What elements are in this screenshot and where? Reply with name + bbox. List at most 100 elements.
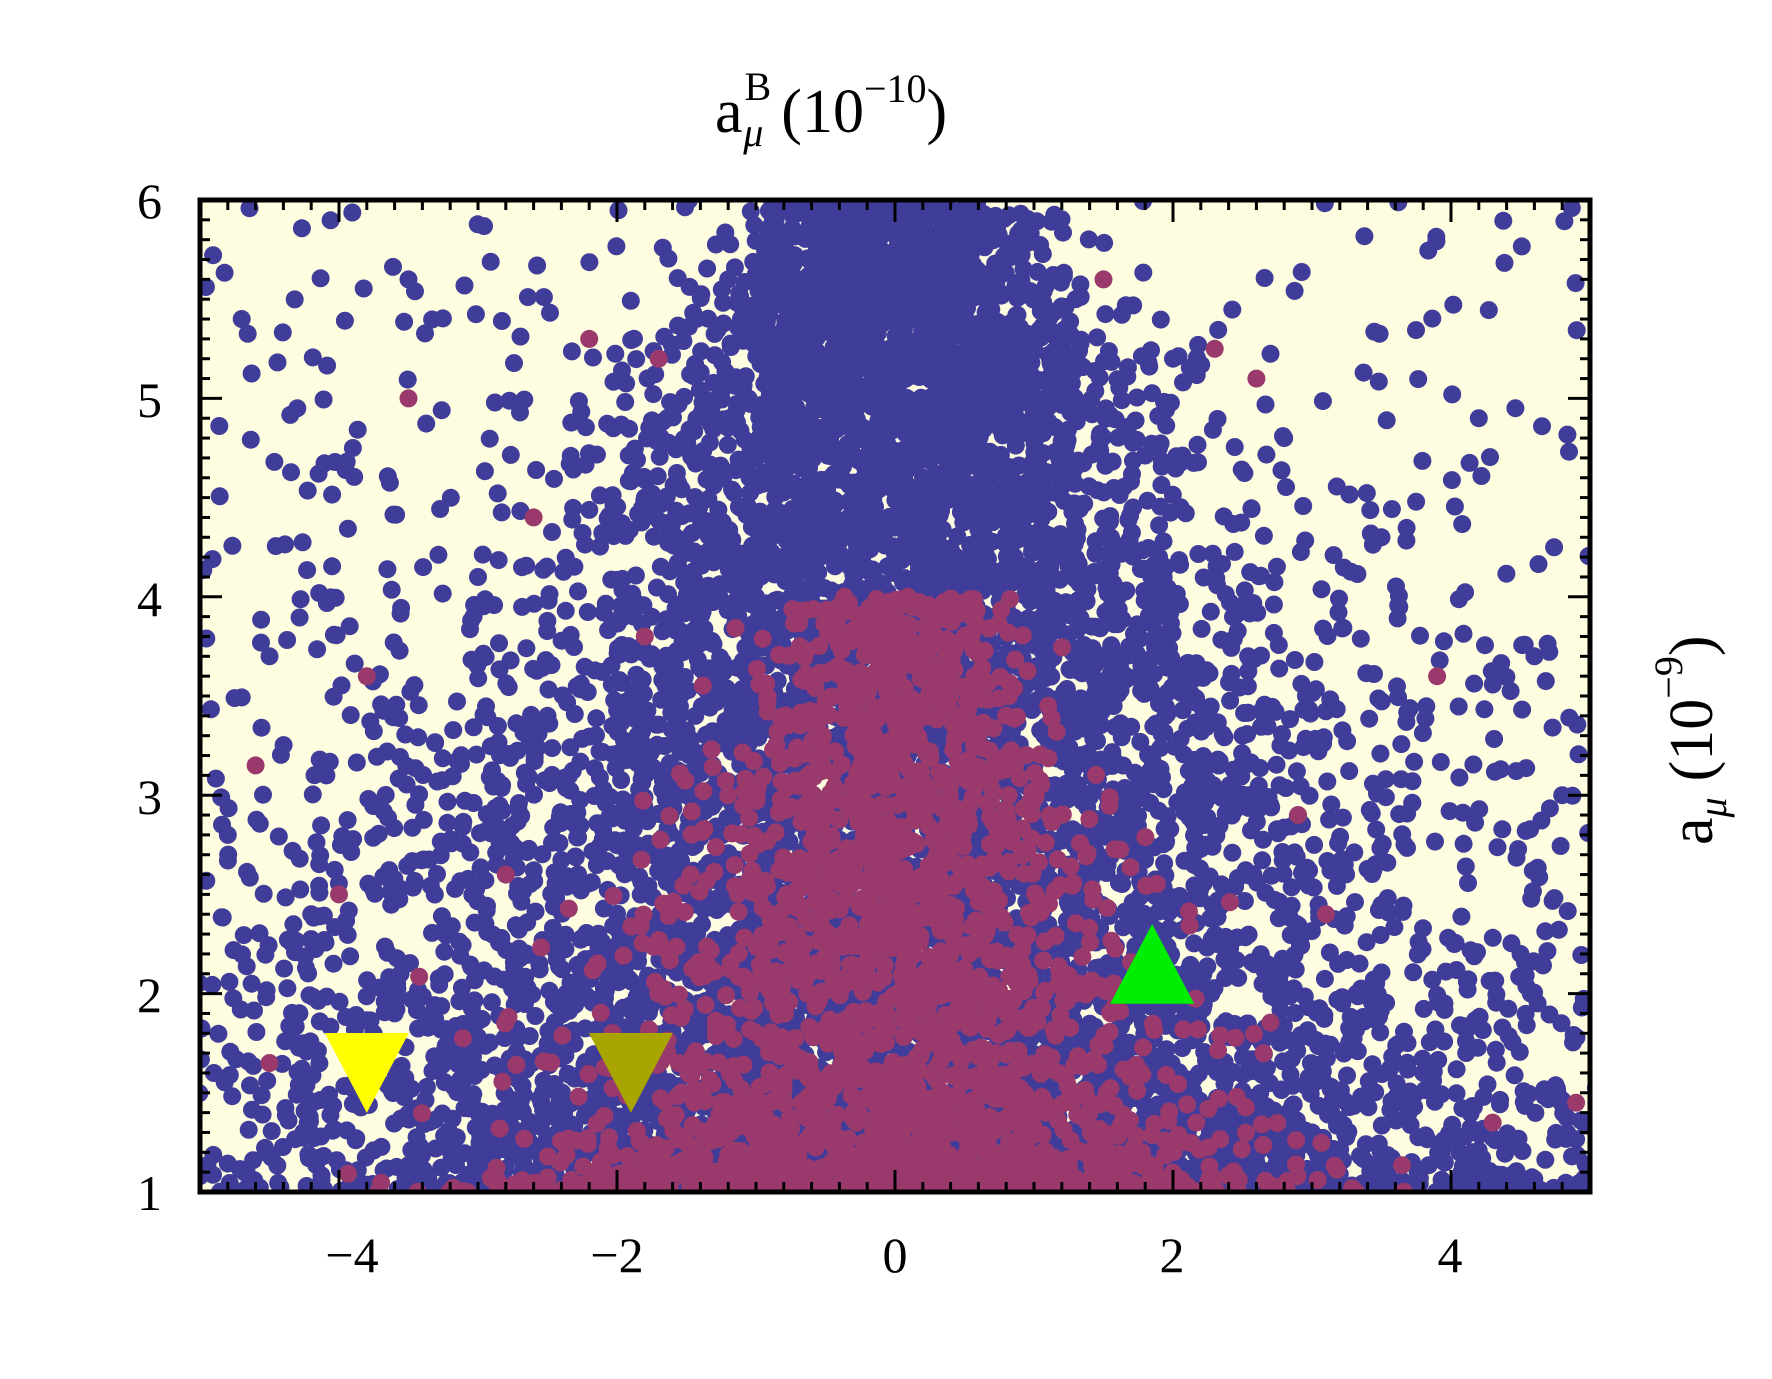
scatter-point: [438, 813, 457, 832]
scatter-point: [433, 771, 452, 790]
scatter-point: [528, 256, 547, 275]
scatter-point: [1488, 838, 1507, 857]
scatter-point: [1225, 438, 1244, 456]
scatter-point: [1225, 542, 1244, 561]
scatter-point: [433, 584, 452, 603]
scatter-point: [1324, 546, 1343, 565]
scatter-point: [511, 327, 530, 346]
scatter-point: [569, 582, 587, 601]
scatter-point: [1594, 1097, 1612, 1115]
scatter-point: [1407, 492, 1426, 511]
scatter-point: [385, 1114, 404, 1133]
scatter-point: [338, 519, 357, 538]
scatter-point: [1536, 922, 1555, 941]
scatter-point: [1549, 920, 1568, 939]
scatter-point: [1456, 857, 1475, 876]
scatter-point: [1417, 697, 1436, 716]
scatter-point: [307, 833, 326, 852]
scatter-point: [1350, 954, 1369, 973]
scatter-point: [1413, 724, 1432, 742]
scatter-point: [1360, 709, 1379, 728]
scatter-point: [1431, 753, 1450, 771]
scatter-point: [674, 332, 693, 350]
scatter-point: [562, 342, 581, 361]
scatter-point: [1440, 802, 1459, 821]
scatter-point: [254, 785, 272, 804]
scatter-point: [446, 879, 464, 898]
scatter-point: [1460, 453, 1479, 472]
scatter-point: [1551, 837, 1570, 855]
scatter-point: [382, 580, 401, 599]
scatter-point: [1338, 1066, 1356, 1085]
scatter-point: [1209, 320, 1228, 339]
scatter-point: [354, 279, 373, 298]
scatter-point: [527, 461, 546, 479]
scatter-point: [1543, 718, 1562, 737]
scatter-point: [1450, 768, 1469, 787]
scatter-point: [1499, 1026, 1518, 1045]
scatter-point: [1436, 962, 1455, 981]
scatter-point: [423, 923, 441, 942]
scatter-point: [501, 445, 520, 464]
scatter-point: [1479, 301, 1498, 320]
scatter-point: [1369, 372, 1388, 391]
scatter-point: [347, 753, 366, 772]
scatter-point: [1558, 425, 1577, 444]
scatter-point: [262, 1122, 281, 1141]
scatter-point: [580, 500, 599, 519]
scatter-point: [241, 430, 260, 449]
scatter-point: [444, 721, 463, 740]
scatter-point: [578, 603, 597, 621]
scatter-point: [541, 303, 559, 322]
scatter-point: [291, 590, 310, 609]
scatter-point: [1327, 876, 1346, 895]
scatter-point: [253, 1105, 272, 1124]
scatter-point: [1364, 970, 1383, 989]
scatter-point: [1569, 745, 1588, 764]
scatter-point: [1318, 772, 1337, 791]
scatter-point: [540, 981, 559, 1000]
scatter-point: [1452, 907, 1471, 926]
scatter-point: [655, 327, 674, 346]
scatter-point: [438, 792, 457, 811]
scatter-point: [1312, 580, 1331, 599]
scatter-point: [565, 638, 583, 656]
scatter-point: [384, 257, 402, 276]
scatter-point: [323, 485, 342, 504]
scatter-point: [1255, 269, 1274, 287]
scatter-point: [1491, 760, 1510, 779]
scatter-point: [312, 816, 331, 835]
scatter-point: [1459, 874, 1477, 892]
scatter-point: [1151, 310, 1170, 329]
scatter-point: [620, 419, 639, 438]
scatter-point: [1333, 721, 1352, 740]
scatter-point: [218, 851, 237, 870]
scatter-point: [1497, 667, 1516, 686]
scatter-point: [341, 947, 360, 966]
scatter-point: [348, 420, 367, 439]
scatter-point: [254, 884, 273, 903]
scatter-point: [1222, 664, 1241, 683]
scatter-point: [432, 401, 451, 420]
scatter-point: [1254, 526, 1273, 545]
scatter-point: [1221, 691, 1240, 710]
scatter-point: [1265, 573, 1284, 592]
scatter-point: [492, 312, 511, 330]
scatter-point: [310, 883, 329, 902]
scatter-point: [473, 545, 492, 564]
scatter-point: [395, 312, 414, 331]
scatter-point: [1567, 1028, 1586, 1047]
scatter-point: [1529, 555, 1548, 574]
scatter-point: [1189, 545, 1208, 563]
scatter-point: [501, 651, 520, 670]
scatter-point: [1282, 878, 1301, 897]
scatter-point: [311, 269, 330, 288]
scatter-point: [1525, 983, 1544, 1002]
scatter-point: [293, 533, 312, 552]
scatter-point: [593, 523, 612, 542]
scatter-point: [1178, 654, 1196, 673]
scatter-point: [1456, 1127, 1475, 1146]
scatter-point: [224, 989, 243, 1008]
scatter-point: [343, 203, 362, 222]
scatter-point: [181, 1138, 199, 1156]
